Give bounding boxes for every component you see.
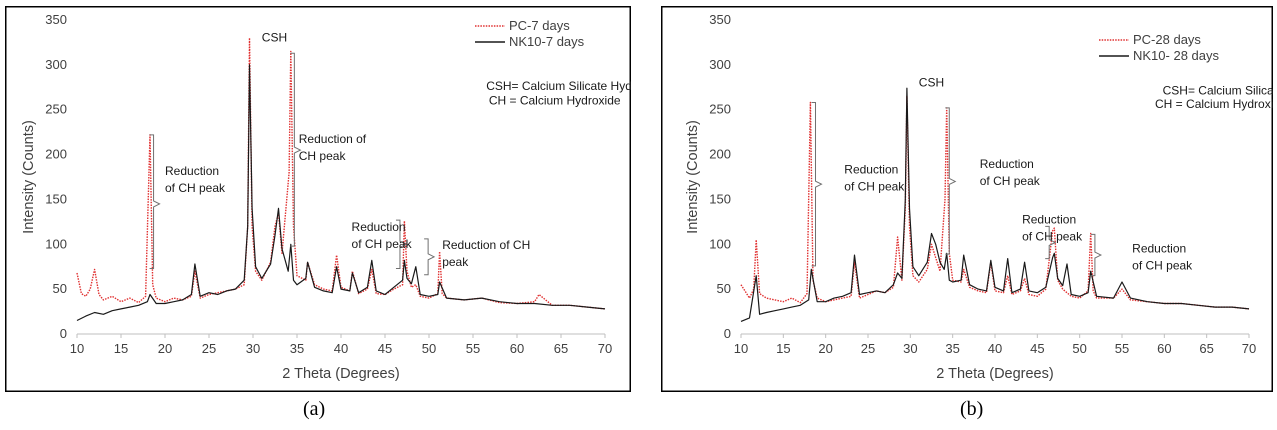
annotation-text: CSH= Calcium Silicate Hydrate [486, 79, 631, 93]
x-tick-label: 70 [598, 341, 612, 356]
annotation-text: Reduction [844, 162, 898, 176]
caption-b: (b) [960, 398, 984, 420]
x-tick-label: 40 [988, 341, 1002, 356]
y-tick-label: 250 [45, 102, 67, 117]
chart-svg-a: 0 50 100 150 200 250 300 350 10 15 20 25 30 35 40 45 50 5… [5, 6, 653, 392]
series-line-0 [76, 37, 606, 310]
x-tick-label: 45 [1030, 341, 1044, 356]
x-tick-label: 20 [818, 341, 832, 356]
annotation-text: of CH peak [1022, 230, 1083, 244]
annotation-text: Reduction of CH [442, 238, 530, 252]
y-tick-label: 50 [717, 281, 731, 296]
x-tick-label: 65 [1199, 341, 1213, 356]
annotation-text: CH = Calcium Hydroxide [489, 93, 621, 107]
legend-label-0: PC-7 days [509, 18, 570, 33]
x-tick-label: 40 [334, 341, 348, 356]
y-tick-label: 200 [45, 147, 67, 162]
legend-label-1: NK10-7 days [509, 34, 585, 49]
x-tick-label: 70 [1242, 341, 1256, 356]
annotation-text: CSH [262, 31, 287, 45]
y-tick-label: 0 [60, 326, 67, 341]
y-axis-title: Intensity (Counts) [21, 120, 37, 234]
chart-frame [5, 6, 631, 392]
x-tick-label: 25 [861, 341, 875, 356]
chart-svg-b: 0 50 100 150 200 250 300 350 10 15 20 25 30 35 40 45 50 5… [661, 6, 1277, 392]
annotation-text: Reduction of [299, 132, 367, 146]
x-tick-label: 45 [378, 341, 392, 356]
x-axis-title: 2 Theta (Degrees) [282, 366, 399, 382]
y-tick-label: 50 [53, 281, 67, 296]
annotation-text: of CH peak [352, 237, 413, 251]
annotation-bracket [149, 134, 161, 270]
x-tick-label: 10 [734, 341, 748, 356]
x-tick-label: 65 [554, 341, 568, 356]
y-tick-label: 100 [45, 236, 67, 251]
x-tick-label: 55 [466, 341, 480, 356]
xrd-chart-b: 0 50 100 150 200 250 300 350 10 15 20 25 30 35 40 45 50 5… [661, 6, 1277, 392]
xrd-chart-a: 0 50 100 150 200 250 300 350 10 15 20 25 30 35 40 45 50 5… [5, 6, 653, 392]
annotation-text: CH = Calcium Hydroxide [1155, 97, 1273, 111]
x-tick-label: 30 [903, 341, 917, 356]
annotation-text: of CH peak [980, 174, 1041, 188]
y-tick-label: 200 [709, 147, 731, 162]
annotation-text: peak [442, 255, 469, 269]
x-tick-label: 60 [510, 341, 524, 356]
y-tick-label: 300 [45, 57, 67, 72]
annotation-text: CSH [919, 75, 944, 89]
annotation-text: CH peak [299, 149, 347, 163]
x-tick-label: 25 [202, 341, 216, 356]
y-tick-label: 350 [709, 12, 731, 27]
annotation-text: CSH= Calcium Silicate Hydrate [1163, 83, 1273, 97]
annotation-bracket [811, 102, 823, 267]
y-tick-label: 300 [709, 57, 731, 72]
x-tick-label: 30 [246, 341, 260, 356]
annotation-bracket [1090, 233, 1103, 277]
annotation-text: Reduction [165, 164, 219, 178]
annotation-bracket [424, 238, 436, 276]
series-line-1 [740, 87, 1250, 322]
legend-label-1: NK10- 28 days [1133, 48, 1219, 63]
y-tick-label: 100 [709, 236, 731, 251]
annotation-text: of CH peak [165, 181, 226, 195]
x-tick-label: 15 [776, 341, 790, 356]
y-tick-label: 0 [724, 326, 731, 341]
y-tick-label: 150 [45, 191, 67, 206]
annotation-text: Reduction [1022, 213, 1076, 227]
x-tick-label: 50 [1072, 341, 1086, 356]
chart-frame [661, 6, 1273, 392]
x-tick-label: 35 [290, 341, 304, 356]
annotation-bracket [945, 107, 957, 255]
x-tick-label: 55 [1115, 341, 1129, 356]
caption-a: (a) [303, 398, 326, 420]
y-tick-label: 150 [709, 191, 731, 206]
annotation-text: Reduction [1132, 241, 1186, 255]
x-axis-title: 2 Theta (Degrees) [936, 366, 1053, 382]
x-tick-label: 60 [1157, 341, 1171, 356]
annotation-bracket [395, 219, 408, 270]
legend-label-0: PC-28 days [1133, 32, 1201, 47]
annotation-text: Reduction [980, 157, 1034, 171]
x-tick-label: 35 [945, 341, 959, 356]
x-tick-label: 20 [158, 341, 172, 356]
x-tick-label: 15 [114, 341, 128, 356]
y-tick-label: 250 [709, 102, 731, 117]
annotation-text: Reduction [352, 220, 406, 234]
annotation-bracket [290, 52, 302, 247]
x-tick-label: 50 [422, 341, 436, 356]
annotation-text: of CH peak [1132, 258, 1193, 272]
y-axis-title: Intensity (Counts) [685, 120, 701, 234]
x-tick-label: 10 [70, 341, 84, 356]
annotation-bracket [1045, 225, 1057, 260]
y-tick-label: 350 [45, 12, 67, 27]
series-line-1 [76, 64, 606, 322]
annotation-text: of CH peak [844, 179, 905, 193]
